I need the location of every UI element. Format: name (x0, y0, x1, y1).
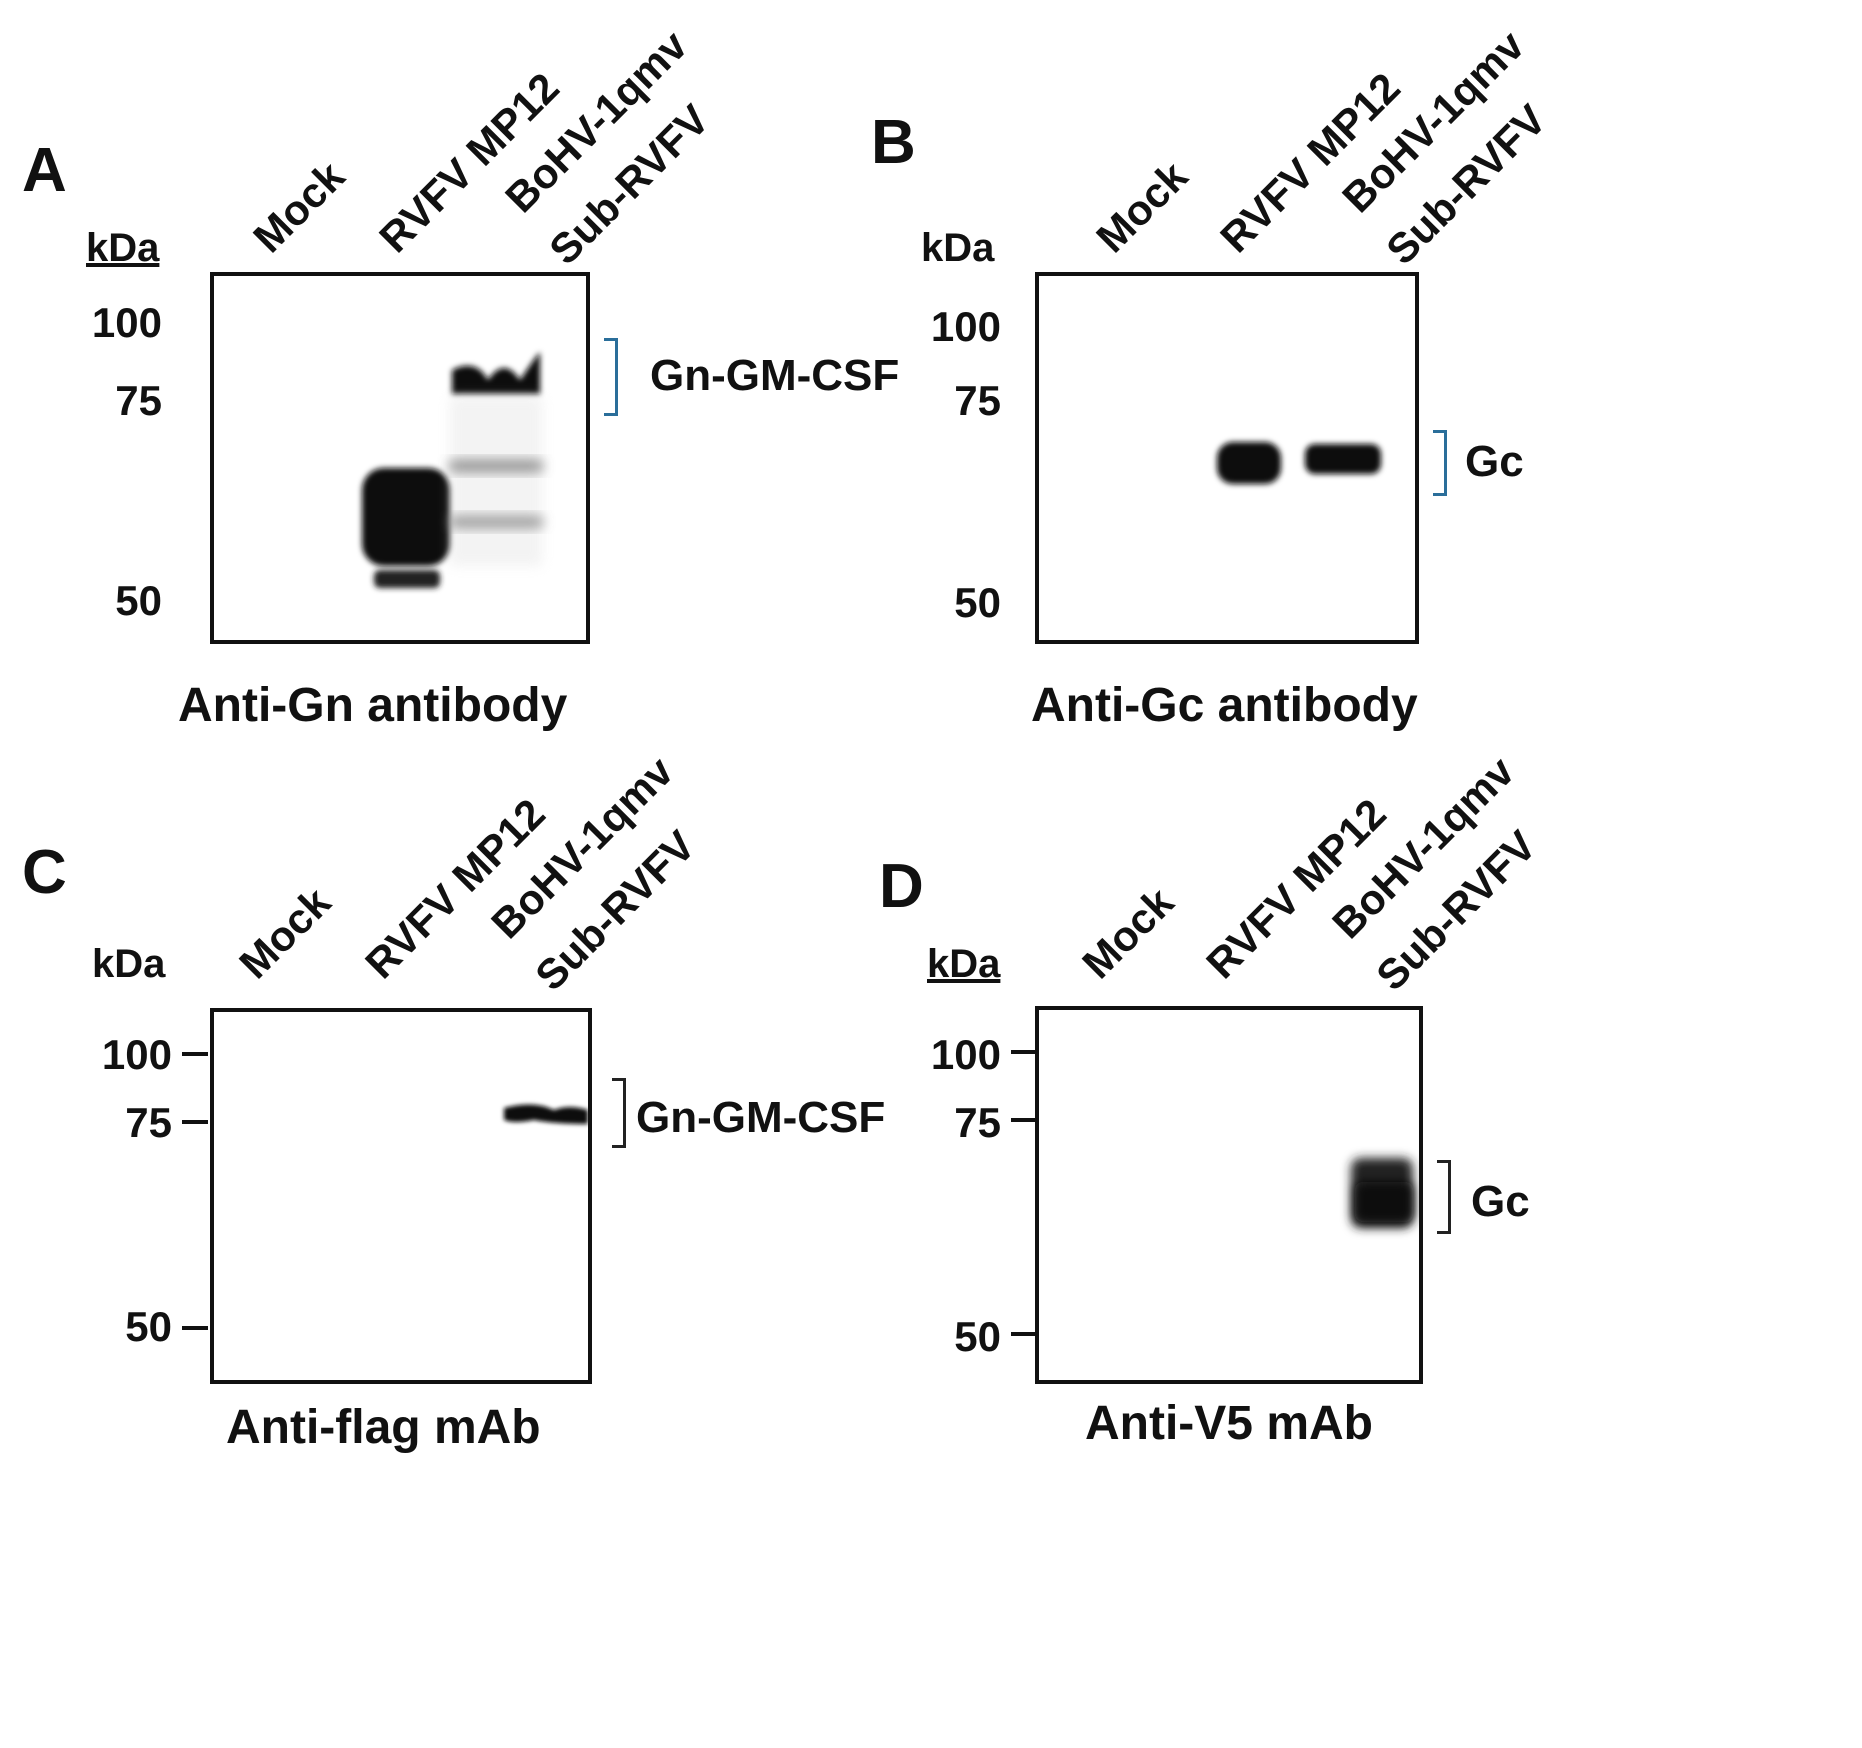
band-label: Gc (1465, 437, 1524, 486)
panel-a: A kDa Mock RVFV MP12 BoHV-1qmv Sub-RVFV … (0, 0, 931, 874)
band-bracket (604, 338, 618, 416)
kda-label: kDa (921, 226, 995, 270)
marker-tick (182, 1052, 208, 1056)
band-sub-gngmcsf (452, 352, 540, 394)
marker-tick (1011, 1118, 1037, 1122)
band-label: Gn-GM-CSF (650, 351, 900, 400)
band-rvfv-gn (362, 468, 450, 566)
kda-label: kDa (92, 942, 166, 986)
panel-caption: Anti-V5 mAb (1085, 1397, 1373, 1450)
lane-label-mock: Mock (1073, 878, 1183, 988)
marker-100: 100 (930, 1031, 1001, 1078)
lane-label-mock: Mock (1087, 152, 1197, 262)
band-sub-gngmcsf (504, 1104, 588, 1124)
marker-50: 50 (115, 577, 162, 624)
lane-label-mock: Mock (230, 878, 340, 988)
band-rvfv-low (374, 570, 440, 588)
blot-membrane (1035, 272, 1419, 644)
marker-100: 100 (930, 303, 1001, 350)
band-sub-gc (1305, 444, 1381, 474)
band-sub-gc-core (1355, 1182, 1413, 1222)
panel-caption: Anti-Gn antibody (178, 679, 568, 732)
blot-membrane (210, 1008, 592, 1384)
band-bracket (612, 1078, 626, 1148)
blot-membrane (1035, 1006, 1423, 1384)
panel-letter: D (879, 852, 924, 921)
panel-c: C kDa Mock RVFV MP12 BoHV-1qmv Sub-RVFV … (0, 748, 931, 1748)
blot-membrane (210, 272, 590, 644)
marker-75: 75 (115, 377, 162, 424)
marker-50: 50 (954, 579, 1001, 626)
panel-caption: Anti-flag mAb (226, 1401, 541, 1454)
marker-75: 75 (954, 1099, 1001, 1146)
marker-50: 50 (125, 1303, 172, 1350)
band-bracket (1437, 1160, 1451, 1234)
kda-label: kDa (927, 942, 1001, 986)
band-label: Gn-GM-CSF (636, 1093, 886, 1142)
band-rvfv-gc (1217, 442, 1281, 484)
marker-100: 100 (101, 1031, 172, 1078)
panel-caption: Anti-Gc antibody (1031, 679, 1418, 732)
marker-50: 50 (954, 1313, 1001, 1360)
marker-100: 100 (91, 299, 162, 346)
marker-tick (1011, 1050, 1037, 1054)
band-smear (450, 396, 542, 566)
marker-75: 75 (954, 377, 1001, 424)
kda-label: kDa (86, 226, 160, 270)
panel-b: B kDa Mock RVFV MP12 BoHV-1qmv Sub-RVFV … (871, 0, 1862, 874)
marker-tick (1011, 1332, 1037, 1336)
panel-letter: C (22, 838, 67, 907)
band-label: Gc (1471, 1177, 1530, 1226)
band-bracket (1433, 430, 1447, 496)
marker-75: 75 (125, 1099, 172, 1146)
panel-letter: B (871, 108, 916, 177)
lane-label-mock: Mock (244, 152, 354, 262)
panel-letter: A (22, 136, 67, 205)
panel-d: D kDa Mock RVFV MP12 BoHV-1qmv Sub-RVFV … (879, 748, 1862, 1748)
marker-tick (182, 1120, 208, 1124)
marker-tick (182, 1326, 208, 1330)
